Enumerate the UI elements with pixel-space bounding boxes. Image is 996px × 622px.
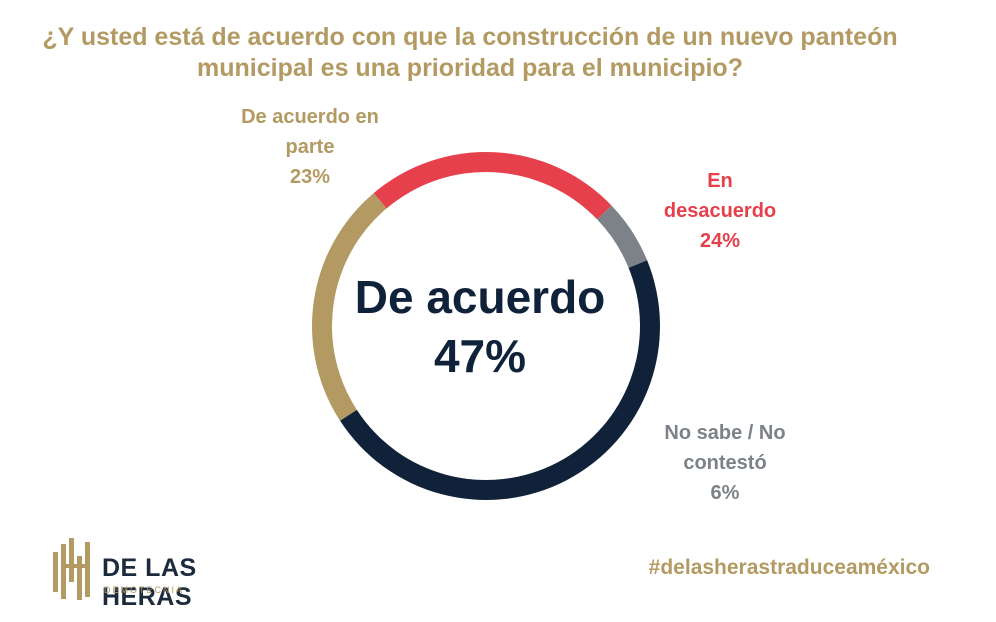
slice-label-line: parte <box>285 136 335 158</box>
center-label: De acuerdo 47% <box>330 270 630 388</box>
title-line-1: ¿Y usted está de acuerdo con que la cons… <box>42 23 898 51</box>
slice-label-line: En <box>707 170 733 192</box>
logo-subtitle: DEMOTECNIA <box>104 585 185 595</box>
center-label-name: De acuerdo <box>354 271 606 323</box>
slice-label-line: No sabe / No <box>664 422 786 444</box>
slice-label-value: 24% <box>699 230 741 252</box>
slice-label-no-sabe: No sabe / No contestó 6% <box>640 418 810 508</box>
donut-slice-de-acuerdo-en-parte <box>311 193 387 421</box>
slice-label-de-acuerdo-en-parte: De acuerdo en parte 23% <box>230 102 390 192</box>
company-logo: DE LAS HERAS DEMOTECNIA <box>50 534 290 611</box>
hashtag: #delasherastraduceaméxico <box>648 556 930 579</box>
title-line-2: municipal es una prioridad para el munic… <box>197 54 743 82</box>
chart-title: ¿Y usted está de acuerdo con que la cons… <box>20 22 920 84</box>
slice-label-value: 23% <box>289 166 331 188</box>
donut-slice-no-sabe-no-contest <box>597 205 648 268</box>
donut-slice-en-desacuerdo <box>373 152 612 220</box>
slice-label-en-desacuerdo: En desacuerdo 24% <box>640 166 800 256</box>
logo-mark-icon <box>53 538 90 600</box>
slice-label-line: desacuerdo <box>663 200 777 222</box>
logo-name: DE LAS HERAS <box>102 554 197 611</box>
center-label-value: 47% <box>433 330 527 382</box>
slice-label-value: 6% <box>710 482 740 504</box>
slice-label-line: contestó <box>683 452 767 474</box>
slice-label-line: De acuerdo en <box>241 106 379 128</box>
